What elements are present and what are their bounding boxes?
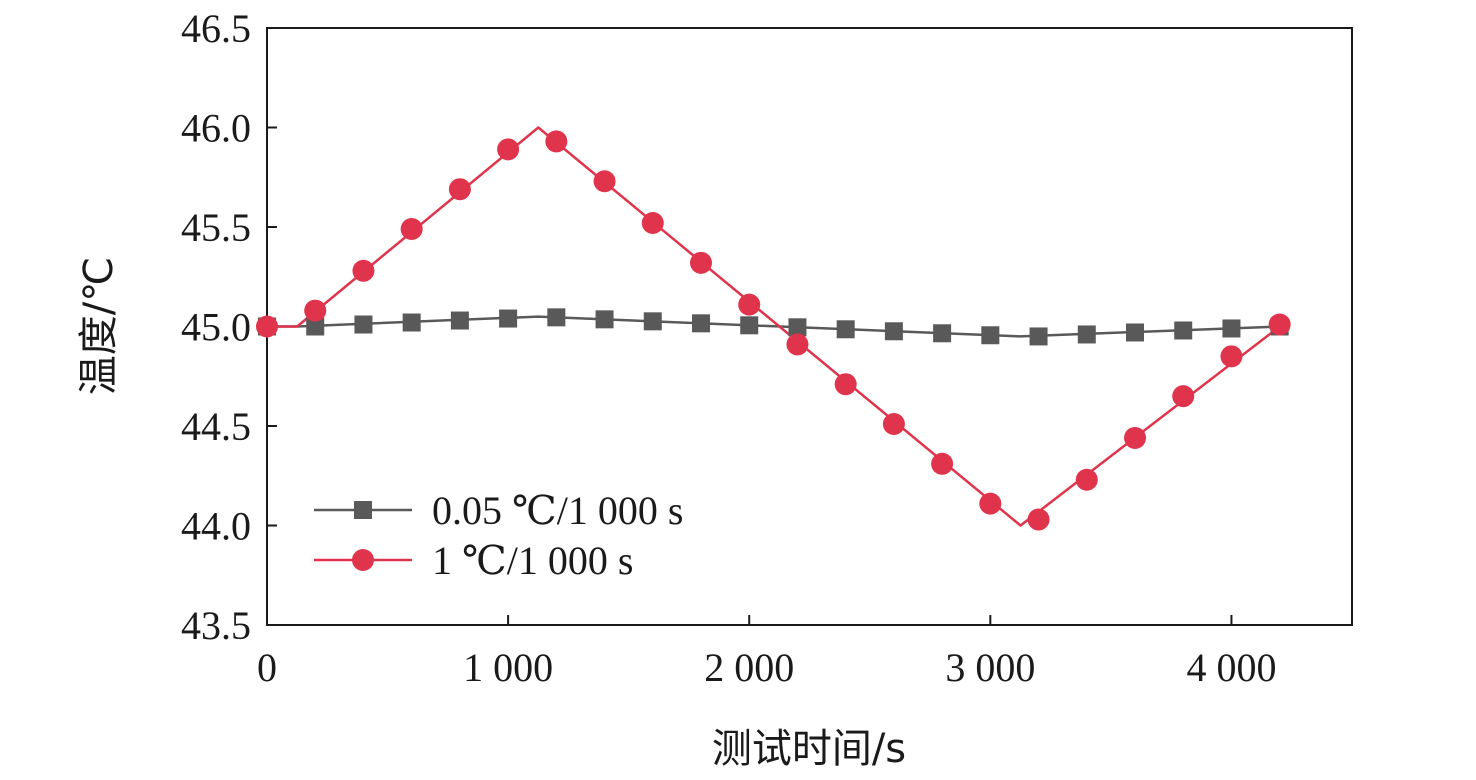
series-1-square-marker	[1029, 327, 1048, 346]
series-2-circle-marker	[1124, 426, 1146, 449]
series-2-circle-marker	[545, 130, 568, 153]
series-2-circle-marker	[1220, 345, 1243, 368]
series-1-square-marker	[933, 324, 952, 343]
series-2-circle-marker	[1075, 468, 1098, 491]
series-2-circle-marker	[738, 293, 761, 316]
series-1-square-marker	[788, 318, 807, 337]
legend-label-1: 0.05 ℃/1 000 s	[432, 488, 683, 533]
series-1-square-marker	[981, 326, 1000, 345]
series-1-square-marker	[450, 311, 469, 330]
series-1-square-marker	[595, 310, 614, 329]
y-tick-label: 44.0	[181, 504, 251, 549]
series-1-square-marker	[306, 317, 325, 336]
series-1-square-marker	[643, 312, 662, 331]
series-1-square-marker	[884, 322, 903, 341]
series-1-square-marker	[1174, 321, 1193, 340]
y-tick-label: 45.0	[181, 305, 251, 350]
y-tick-label: 45.5	[181, 205, 251, 250]
series-2-circle-marker	[1268, 313, 1291, 336]
legend-square-marker	[354, 501, 372, 519]
series-2-circle-marker	[979, 492, 1002, 515]
y-tick-label: 43.5	[181, 603, 251, 648]
series-2-circle-marker	[931, 452, 954, 475]
series-1-square-marker	[1222, 319, 1241, 338]
series-1-square-marker	[692, 314, 710, 333]
y-tick-label: 46.5	[181, 6, 251, 51]
y-tick-label: 44.5	[181, 404, 251, 449]
y-axis-title: 温度/℃	[76, 257, 122, 395]
series-2-circle-marker	[834, 373, 857, 396]
series-2-circle-marker	[497, 138, 520, 161]
series-2-circle-marker	[400, 217, 423, 240]
series-2-circle-marker	[304, 299, 327, 322]
series-1-square-marker	[547, 308, 566, 327]
series-1-square-marker	[1077, 325, 1096, 344]
series-2-circle-marker	[882, 413, 905, 436]
legend-label-2: 1 ℃/1 000 s	[432, 538, 633, 583]
x-axis-title: 测试时间/s	[712, 726, 906, 772]
x-tick-label: 2 000	[704, 645, 794, 690]
series-2-circle-marker	[1027, 508, 1050, 531]
series-2-circle-marker	[352, 259, 375, 282]
x-tick-label: 1 000	[463, 645, 553, 690]
series-1-square-marker	[1126, 323, 1144, 342]
series-1-square-marker	[740, 316, 759, 335]
series-2-circle-marker	[593, 170, 616, 193]
x-tick-label: 4 000	[1186, 645, 1276, 690]
series-1-square-marker	[402, 313, 421, 332]
series-2-circle-marker	[448, 178, 471, 201]
series-2-circle-marker	[786, 333, 809, 356]
x-tick-label: 0	[257, 645, 277, 690]
series-2-circle-marker	[1172, 385, 1195, 408]
series-1-square-marker	[499, 309, 518, 328]
series-2-circle-marker	[256, 315, 278, 338]
series-1-square-marker	[354, 315, 373, 334]
y-tick-label: 46.0	[181, 106, 251, 151]
series-2-circle-marker	[690, 251, 712, 274]
series-1-square-marker	[836, 320, 855, 339]
series-line-2	[267, 126, 1281, 527]
series-2-circle-marker	[641, 212, 664, 235]
legend-circle-marker	[352, 549, 374, 571]
x-tick-label: 3 000	[945, 645, 1035, 690]
